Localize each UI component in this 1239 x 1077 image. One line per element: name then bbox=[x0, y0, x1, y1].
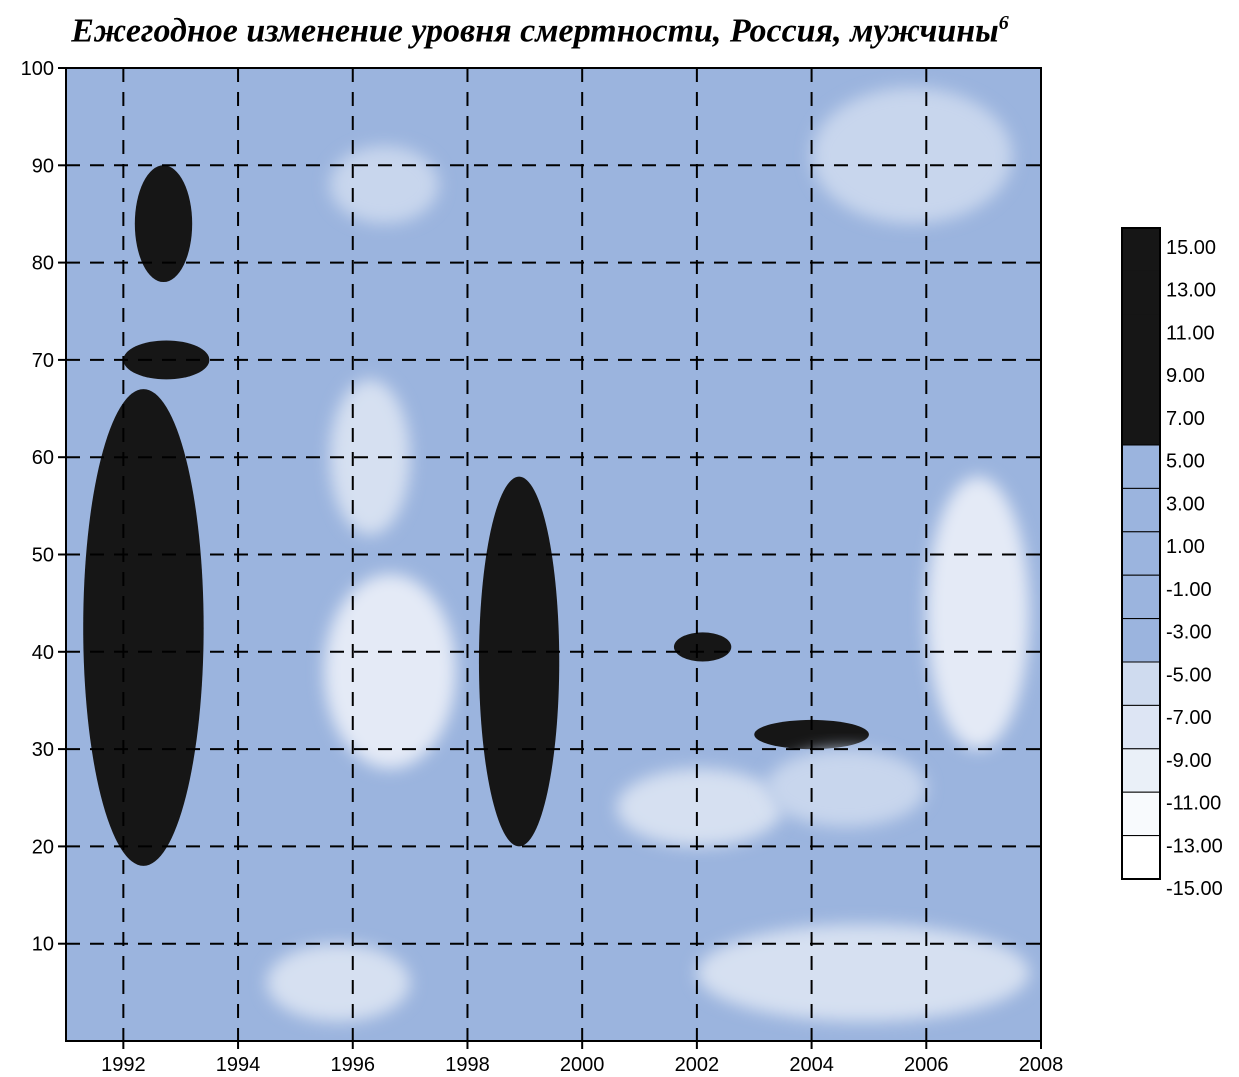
x-tick-label: 2006 bbox=[904, 1054, 949, 1076]
colorbar-segment bbox=[1121, 444, 1161, 489]
colorbar-label: -11.00 bbox=[1166, 793, 1221, 815]
colorbar-label: 15.00 bbox=[1166, 237, 1216, 259]
y-tick-label: 80 bbox=[32, 253, 54, 275]
heatmap-regions bbox=[83, 87, 1030, 1022]
x-tick-label: 2004 bbox=[789, 1054, 834, 1076]
colorbar-segment bbox=[1121, 270, 1161, 316]
colorbar: 15.00 13.00 11.00 9.00 7.00 5.00 3.00 1.00 -1.00… bbox=[1121, 227, 1223, 900]
x-tick-label: 2002 bbox=[675, 1054, 720, 1076]
y-tick-label: 10 bbox=[32, 934, 54, 956]
heatmap-region bbox=[266, 943, 411, 1022]
chart-title: Ежегодное изменение уровня смертности, Р… bbox=[0, 12, 1080, 50]
colorbar-label: 1.00 bbox=[1166, 536, 1205, 558]
x-axis: 1992 1994 1996 1998 2000 2002 2004 2006 2008 bbox=[101, 1041, 1063, 1076]
x-tick-label: 1992 bbox=[101, 1054, 146, 1076]
y-tick-label: 60 bbox=[32, 447, 54, 469]
colorbar-segment bbox=[1121, 574, 1161, 620]
x-tick-label: 1996 bbox=[331, 1054, 376, 1076]
gridlines bbox=[66, 68, 1041, 1041]
heatmap-region bbox=[616, 768, 783, 847]
y-tick-label: 30 bbox=[32, 739, 54, 761]
colorbar-segment bbox=[1121, 791, 1161, 837]
colorbar-label: -15.00 bbox=[1166, 878, 1223, 900]
colorbar-segment bbox=[1121, 487, 1161, 533]
y-tick-label: 20 bbox=[32, 836, 54, 858]
heatmap-region bbox=[134, 165, 193, 283]
colorbar-label: -7.00 bbox=[1166, 707, 1212, 729]
colorbar-segment bbox=[1121, 531, 1161, 576]
colorbar-segment bbox=[1121, 704, 1161, 750]
colorbar-label: -1.00 bbox=[1166, 579, 1212, 601]
title-footnote: 6 bbox=[998, 12, 1009, 34]
colorbar-segment bbox=[1121, 227, 1161, 272]
colorbar-segment bbox=[1121, 314, 1161, 359]
y-tick-label: 70 bbox=[32, 350, 54, 372]
y-tick-label: 100 bbox=[21, 58, 54, 80]
x-tick-label: 1994 bbox=[216, 1054, 261, 1076]
colorbar-label: 3.00 bbox=[1166, 493, 1205, 515]
colorbar-label: -3.00 bbox=[1166, 622, 1212, 644]
colorbar-segment bbox=[1121, 835, 1161, 880]
heatmap-region bbox=[754, 719, 869, 750]
colorbar-segment bbox=[1121, 357, 1161, 403]
heatmap-region bbox=[478, 476, 560, 847]
heatmap-region bbox=[329, 379, 411, 536]
chart-title-text: Ежегодное изменение уровня смертности, Р… bbox=[71, 12, 999, 50]
y-tick-label: 90 bbox=[32, 155, 54, 177]
colorbar-label: 5.00 bbox=[1166, 451, 1205, 473]
colorbar-segment bbox=[1121, 748, 1161, 793]
x-tick-label: 2008 bbox=[1019, 1054, 1064, 1076]
colorbar-label: 9.00 bbox=[1166, 365, 1205, 387]
colorbar-segment bbox=[1121, 401, 1161, 446]
colorbar-label: 13.00 bbox=[1166, 280, 1216, 302]
y-tick-label: 40 bbox=[32, 642, 54, 664]
heatmap-region bbox=[324, 573, 456, 769]
colorbar-label: -9.00 bbox=[1166, 750, 1212, 772]
heatmap-region bbox=[83, 389, 204, 866]
x-tick-label: 2000 bbox=[560, 1054, 605, 1076]
heatmap-region bbox=[329, 145, 439, 224]
colorbar-label: -13.00 bbox=[1166, 835, 1223, 857]
y-tick-label: 50 bbox=[32, 545, 54, 567]
y-axis: 10 20 30 40 50 60 70 80 90 100 bbox=[21, 58, 66, 956]
heatmap-region bbox=[696, 924, 1030, 1022]
heatmap-region bbox=[811, 87, 1013, 224]
colorbar-frame bbox=[1121, 227, 1161, 880]
heatmap-region bbox=[926, 476, 1030, 750]
colorbar-label: 7.00 bbox=[1166, 408, 1205, 430]
colorbar-label: -5.00 bbox=[1166, 664, 1212, 686]
colorbar-label: 11.00 bbox=[1166, 322, 1215, 344]
colorbar-segment bbox=[1121, 618, 1161, 663]
colorbar-segment bbox=[1121, 661, 1161, 706]
x-tick-label: 1998 bbox=[445, 1054, 490, 1076]
heatmap-region bbox=[765, 749, 927, 827]
heatmap-region bbox=[673, 632, 732, 662]
